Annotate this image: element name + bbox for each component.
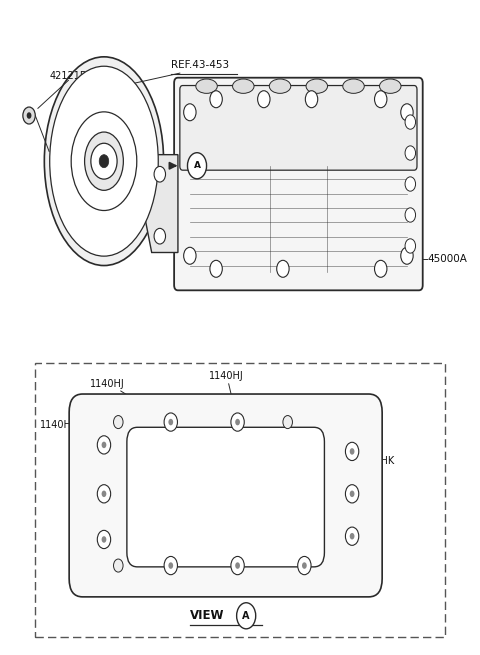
Text: VIEW: VIEW [190,609,224,622]
Circle shape [346,485,359,503]
Circle shape [237,603,256,629]
Circle shape [298,557,311,574]
Ellipse shape [233,79,254,94]
Circle shape [210,260,222,277]
Circle shape [405,115,416,129]
Circle shape [401,248,413,264]
Circle shape [235,419,240,425]
Circle shape [99,155,109,168]
Text: REF.43-453: REF.43-453 [171,60,229,69]
Ellipse shape [306,79,327,94]
Circle shape [276,260,289,277]
Circle shape [302,562,307,569]
Circle shape [27,112,32,119]
Text: 45000A: 45000A [428,254,468,264]
Text: 1140HJ: 1140HJ [90,379,124,389]
Text: 1140HK: 1140HK [357,456,395,466]
Circle shape [154,229,166,244]
Circle shape [91,143,117,179]
Circle shape [305,91,318,107]
Circle shape [184,103,196,121]
Circle shape [231,413,244,431]
Ellipse shape [343,79,364,94]
Circle shape [168,419,173,425]
Circle shape [164,557,178,574]
Circle shape [164,413,178,431]
Circle shape [405,177,416,191]
Text: A: A [242,610,250,621]
Ellipse shape [196,79,217,94]
Circle shape [405,146,416,160]
Circle shape [113,559,123,572]
FancyBboxPatch shape [69,394,382,597]
Text: 1140HF: 1140HF [39,421,77,430]
Text: A: A [193,161,201,170]
Circle shape [97,485,111,503]
Circle shape [210,91,222,107]
Circle shape [113,415,123,428]
Circle shape [350,533,355,540]
Circle shape [235,562,240,569]
Polygon shape [142,155,178,252]
Ellipse shape [380,79,401,94]
FancyBboxPatch shape [174,78,423,290]
Circle shape [102,491,107,497]
Circle shape [346,527,359,546]
Circle shape [258,91,270,107]
Circle shape [97,436,111,454]
Circle shape [168,562,173,569]
Circle shape [346,442,359,460]
Circle shape [350,448,355,455]
Text: 42121B: 42121B [49,71,87,81]
Circle shape [184,248,196,264]
Circle shape [350,491,355,497]
Circle shape [374,260,387,277]
Ellipse shape [50,66,158,256]
Circle shape [188,153,206,179]
Text: 1140HJ: 1140HJ [209,371,244,381]
Circle shape [405,208,416,222]
Bar [35,364,445,637]
Circle shape [154,166,166,182]
Ellipse shape [44,57,164,265]
Circle shape [102,441,107,448]
Ellipse shape [84,132,123,191]
Circle shape [97,531,111,549]
FancyBboxPatch shape [127,427,324,567]
Circle shape [401,103,413,121]
Circle shape [102,536,107,543]
Ellipse shape [269,79,291,94]
Circle shape [405,239,416,253]
Circle shape [283,415,292,428]
Circle shape [231,557,244,574]
FancyBboxPatch shape [180,86,417,170]
Circle shape [23,107,35,124]
Circle shape [374,91,387,107]
